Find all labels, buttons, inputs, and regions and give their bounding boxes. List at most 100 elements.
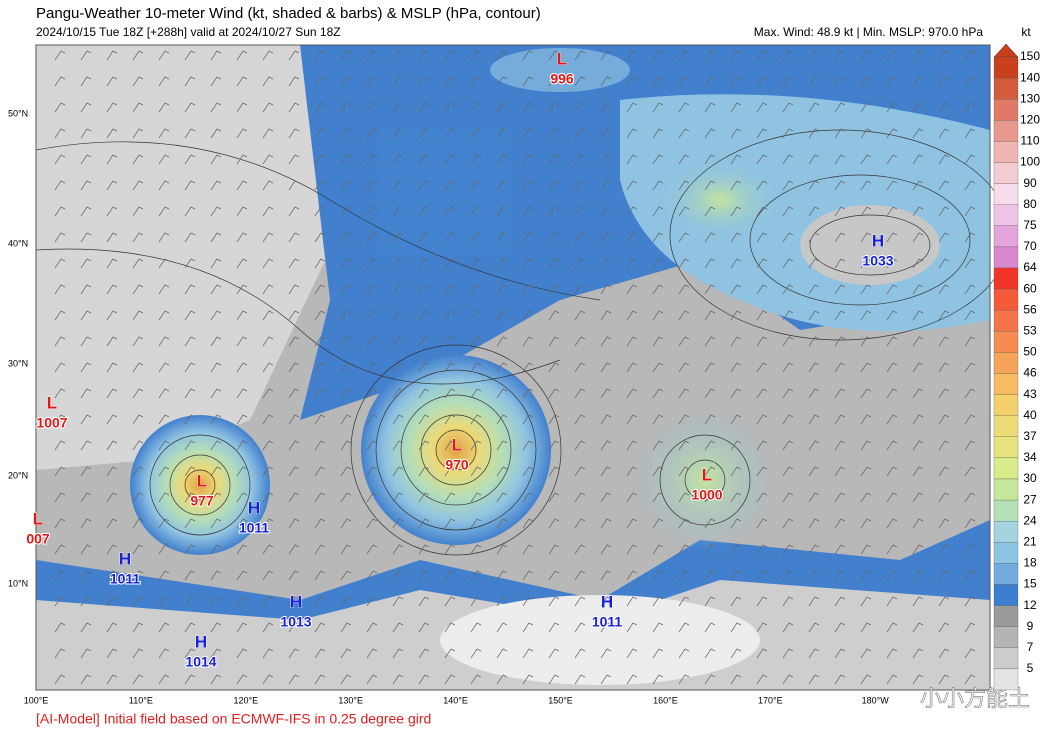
wind-barb [860, 232, 872, 243]
wind-barb [574, 50, 586, 61]
wind-barb [210, 648, 222, 659]
colorbar-segment [993, 626, 1019, 648]
wind-barb [730, 570, 742, 581]
wind-barb [834, 492, 846, 503]
wind-barb [964, 336, 976, 347]
system-letter: L [47, 393, 57, 412]
wind-barb [340, 128, 352, 139]
wind-barb [600, 544, 612, 555]
wind-barb [418, 518, 430, 529]
wind-barb [288, 50, 300, 61]
wind-barb [314, 258, 326, 269]
wind-barb [756, 128, 768, 139]
wind-barb [444, 440, 456, 451]
wind-barb [600, 622, 612, 633]
wind-barb [288, 648, 300, 659]
system-letter: L [452, 435, 462, 454]
wind-barb [470, 414, 482, 425]
wind-barb [418, 492, 430, 503]
wind-barb [288, 674, 300, 685]
wind-barb [912, 388, 924, 399]
wind-barb [210, 518, 222, 529]
wind-barb [574, 102, 586, 113]
wind-barb [392, 50, 404, 61]
wind-barb [106, 570, 118, 581]
wind-barb [80, 180, 92, 191]
wind-barb [314, 206, 326, 217]
wind-barb [496, 232, 508, 243]
wind-barb [730, 414, 742, 425]
wind-barb [470, 180, 482, 191]
wind-barb [288, 258, 300, 269]
wind-barb [730, 76, 742, 87]
wind-barb [600, 362, 612, 373]
colorbar-segment [993, 415, 1019, 437]
wind-barb [548, 388, 560, 399]
wind-barb [574, 336, 586, 347]
wind-barb [132, 674, 144, 685]
wind-barb [444, 232, 456, 243]
wind-barb [626, 284, 638, 295]
colorbar-segment [993, 162, 1019, 184]
wind-barb [886, 440, 898, 451]
system-letter: H [601, 592, 613, 611]
wind-barb [912, 466, 924, 477]
wind-barb [470, 622, 482, 633]
wind-barb [730, 284, 742, 295]
wind-barb [834, 258, 846, 269]
wind-barb [262, 336, 274, 347]
wind-barb [522, 232, 534, 243]
wind-barb [652, 544, 664, 555]
wind-barb [808, 414, 820, 425]
wind-barb [574, 388, 586, 399]
wind-barb [808, 388, 820, 399]
wind-barb [600, 284, 612, 295]
wind-barb [262, 232, 274, 243]
wind-barb [704, 466, 716, 477]
wind-barb [964, 544, 976, 555]
wind-barb [54, 284, 66, 295]
wind-barb [80, 674, 92, 685]
wind-barb [808, 258, 820, 269]
calm-region [440, 595, 760, 685]
wind-barb [236, 466, 248, 477]
wind-barb [366, 674, 378, 685]
wind-barb [106, 284, 118, 295]
wind-barb [80, 492, 92, 503]
wind-barb [314, 570, 326, 581]
wind-barb [236, 76, 248, 87]
wind-barb [782, 232, 794, 243]
wind-barb [444, 102, 456, 113]
wind-barb [938, 388, 950, 399]
wind-barb [600, 492, 612, 503]
wind-barb [444, 674, 456, 685]
wind-barb [470, 492, 482, 503]
high-region [800, 205, 940, 285]
wind-barb [496, 154, 508, 165]
wind-barb [236, 648, 248, 659]
wind-barb [938, 310, 950, 321]
wind-barb [496, 622, 508, 633]
wind-barb [912, 440, 924, 451]
wind-barb [340, 310, 352, 321]
wind-barb [548, 180, 560, 191]
wind-barb [886, 258, 898, 269]
wind-barb [756, 336, 768, 347]
wind-barb [392, 440, 404, 451]
wind-barb [80, 622, 92, 633]
wind-barb [600, 76, 612, 87]
wind-barb [704, 102, 716, 113]
wind-barb [912, 50, 924, 61]
wind-barb [158, 544, 170, 555]
wind-barb [574, 128, 586, 139]
wind-barb [808, 310, 820, 321]
wind-barb [912, 648, 924, 659]
wind-barb [314, 76, 326, 87]
wind-barb [366, 154, 378, 165]
wind-barb [340, 674, 352, 685]
wind-barb [574, 570, 586, 581]
wind-barb [210, 76, 222, 87]
wind-barb [678, 102, 690, 113]
lon-label: 180°W [862, 695, 890, 705]
wind-barb [470, 544, 482, 555]
